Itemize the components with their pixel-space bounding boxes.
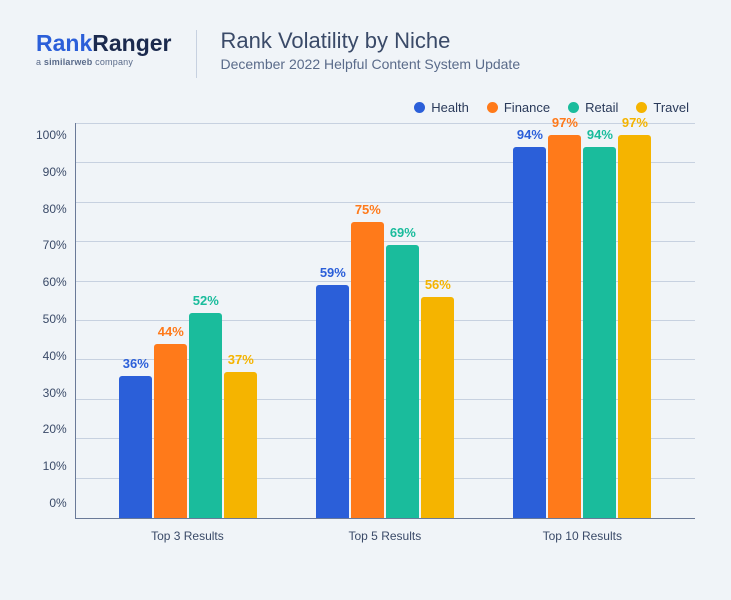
logo-subtext: a similarweb company: [36, 57, 172, 67]
y-tick-label: 50%: [43, 313, 67, 325]
x-tick-label: Top 5 Results: [286, 529, 483, 543]
logo-word-rank: Rank: [36, 30, 92, 56]
title-block: Rank Volatility by Niche December 2022 H…: [221, 28, 521, 72]
logo-text: RankRanger: [36, 32, 172, 55]
bar-value-label: 37%: [228, 352, 254, 367]
bar: 97%: [618, 135, 651, 518]
bar: 94%: [583, 147, 616, 518]
y-tick-label: 70%: [43, 239, 67, 251]
y-tick-label: 100%: [36, 129, 67, 141]
bar-groups: 36%44%52%37%59%75%69%56%94%97%94%97%: [76, 123, 695, 518]
bar: 75%: [351, 222, 384, 518]
bar-group: 59%75%69%56%: [316, 123, 454, 518]
legend-item: Retail: [568, 100, 618, 115]
x-axis: Top 3 ResultsTop 5 ResultsTop 10 Results: [75, 519, 695, 543]
y-tick-label: 60%: [43, 276, 67, 288]
bar: 44%: [154, 344, 187, 518]
y-tick-label: 40%: [43, 350, 67, 362]
chart: 100%90%80%70%60%50%40%30%20%10%0% 36%44%…: [36, 123, 695, 543]
bar-value-label: 69%: [390, 225, 416, 240]
legend-item: Travel: [636, 100, 689, 115]
legend-dot-icon: [568, 102, 579, 113]
legend-item: Health: [414, 100, 469, 115]
y-axis: 100%90%80%70%60%50%40%30%20%10%0%: [36, 123, 75, 503]
chart-title: Rank Volatility by Niche: [221, 28, 521, 54]
legend-item: Finance: [487, 100, 550, 115]
bar-group: 94%97%94%97%: [513, 123, 651, 518]
legend-dot-icon: [636, 102, 647, 113]
legend-label: Finance: [504, 100, 550, 115]
x-tick-label: Top 3 Results: [89, 529, 286, 543]
bar-value-label: 94%: [517, 127, 543, 142]
bar: 52%: [189, 313, 222, 518]
bar: 69%: [386, 245, 419, 518]
y-tick-label: 20%: [43, 423, 67, 435]
chart-subtitle: December 2022 Helpful Content System Upd…: [221, 56, 521, 72]
bar-value-label: 59%: [320, 265, 346, 280]
logo-word-ranger: Ranger: [92, 30, 171, 56]
plot-area: 36%44%52%37%59%75%69%56%94%97%94%97%: [75, 123, 695, 519]
header-divider: [196, 30, 197, 78]
bar: 36%: [119, 376, 152, 518]
legend-dot-icon: [414, 102, 425, 113]
y-tick-label: 0%: [49, 497, 66, 509]
bar: 97%: [548, 135, 581, 518]
bar-value-label: 56%: [425, 277, 451, 292]
legend: Health Finance Retail Travel: [36, 100, 695, 115]
bar-value-label: 36%: [123, 356, 149, 371]
bar: 94%: [513, 147, 546, 518]
bar-value-label: 75%: [355, 202, 381, 217]
legend-label: Health: [431, 100, 469, 115]
y-tick-label: 30%: [43, 387, 67, 399]
bar-value-label: 52%: [193, 293, 219, 308]
x-tick-label: Top 10 Results: [484, 529, 681, 543]
brand-logo: RankRanger a similarweb company: [36, 28, 172, 67]
bar-value-label: 97%: [622, 115, 648, 130]
bar: 56%: [421, 297, 454, 518]
bar: 59%: [316, 285, 349, 518]
y-tick-label: 80%: [43, 203, 67, 215]
header: RankRanger a similarweb company Rank Vol…: [36, 28, 695, 78]
bar-value-label: 94%: [587, 127, 613, 142]
legend-dot-icon: [487, 102, 498, 113]
y-tick-label: 10%: [43, 460, 67, 472]
legend-label: Retail: [585, 100, 618, 115]
bar: 37%: [224, 372, 257, 518]
bar-value-label: 97%: [552, 115, 578, 130]
legend-label: Travel: [653, 100, 689, 115]
bar-value-label: 44%: [158, 324, 184, 339]
bar-group: 36%44%52%37%: [119, 123, 257, 518]
y-tick-label: 90%: [43, 166, 67, 178]
